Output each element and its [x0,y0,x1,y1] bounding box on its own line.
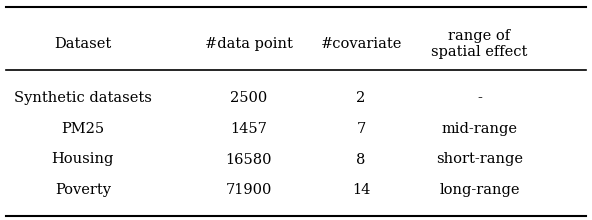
Text: 14: 14 [352,183,371,197]
Text: 7: 7 [356,122,366,136]
Text: PM25: PM25 [62,122,104,136]
Text: 16580: 16580 [226,152,272,167]
Text: short-range: short-range [436,152,523,167]
Text: range of
spatial effect: range of spatial effect [432,29,527,59]
Text: -: - [477,91,482,105]
Text: #covariate: #covariate [320,37,402,51]
Text: Synthetic datasets: Synthetic datasets [14,91,152,105]
Text: Poverty: Poverty [55,183,111,197]
Text: 2: 2 [356,91,366,105]
Text: Housing: Housing [52,152,114,167]
Text: Dataset: Dataset [54,37,111,51]
Text: 2500: 2500 [230,91,267,105]
Text: mid-range: mid-range [442,122,517,136]
Text: #data point: #data point [205,37,292,51]
Text: long-range: long-range [439,183,520,197]
Text: 1457: 1457 [230,122,267,136]
Text: 71900: 71900 [226,183,272,197]
Text: 8: 8 [356,152,366,167]
